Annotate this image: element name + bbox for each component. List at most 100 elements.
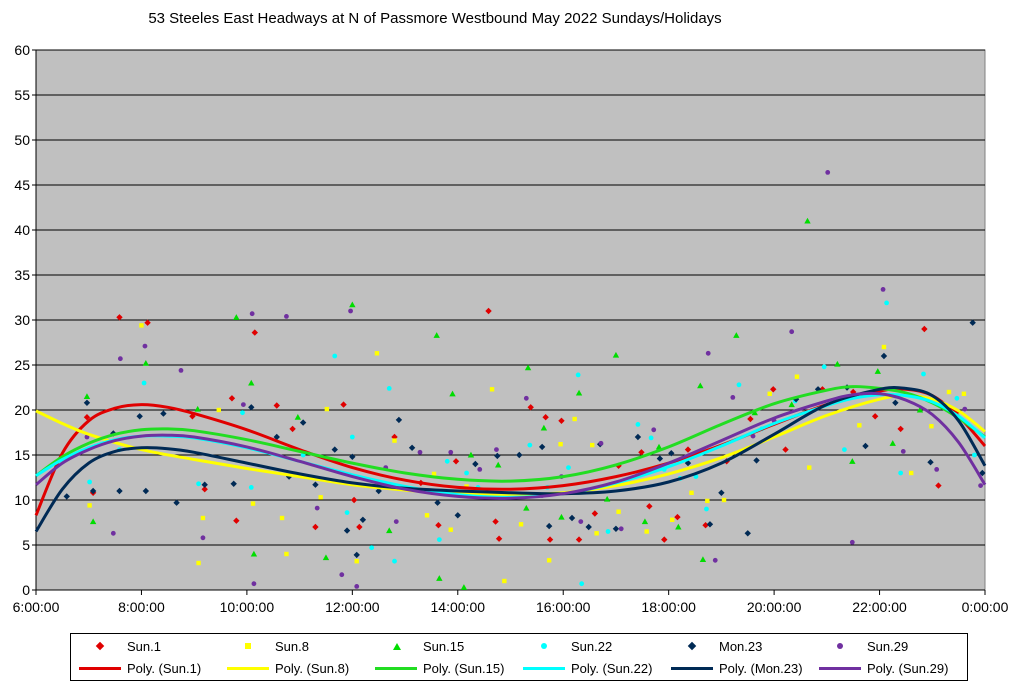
data-point	[591, 510, 599, 517]
chart-plot: 0 5 10 15 20 25 30 35 40 45 50 55 60 6:00:00 8:00:00 10…	[13, 42, 1009, 615]
data-point	[705, 498, 710, 504]
x-tick-label: 20:00:00	[747, 599, 802, 615]
data-point	[142, 360, 150, 366]
data-point	[248, 485, 254, 490]
data-point	[448, 527, 453, 532]
legend-label: Sun.22	[571, 638, 613, 654]
data-point	[312, 523, 319, 531]
data-point	[350, 496, 358, 504]
data-point	[494, 461, 502, 468]
legend-label: Sun.15	[423, 638, 465, 654]
data-point	[733, 332, 740, 338]
data-point	[689, 490, 694, 495]
legend-key	[817, 659, 863, 677]
data-point	[675, 523, 682, 530]
legend-key	[669, 659, 715, 677]
data-point	[495, 535, 503, 542]
data-point	[961, 391, 967, 396]
data-point	[324, 406, 330, 412]
data-point	[889, 440, 896, 446]
data-point	[566, 465, 571, 470]
data-point	[892, 399, 899, 406]
data-point	[216, 407, 221, 413]
data-point	[697, 382, 704, 389]
data-point	[751, 409, 758, 416]
data-point	[340, 401, 347, 408]
y-tick-label: 15	[14, 447, 30, 463]
legend-key	[77, 637, 123, 655]
legend-key	[225, 659, 271, 677]
data-point	[648, 435, 654, 441]
trendline	[34, 385, 987, 533]
data-point	[753, 457, 760, 464]
data-point	[603, 495, 611, 502]
data-point	[314, 505, 320, 511]
data-point	[452, 458, 460, 465]
data-point	[927, 459, 934, 466]
legend-marker-entry: Mon.23	[669, 637, 762, 655]
x-tick-label: 16:00:00	[536, 599, 591, 615]
data-point	[979, 469, 986, 477]
data-point	[881, 344, 887, 350]
data-point	[921, 325, 928, 333]
y-tick-label: 5	[22, 537, 30, 553]
data-point	[897, 425, 904, 433]
x-tick-label: 10:00:00	[220, 599, 275, 615]
data-point	[289, 425, 296, 433]
data-point	[849, 539, 855, 545]
data-point	[702, 522, 709, 529]
data-point	[540, 424, 548, 431]
legend-marker-entry: Sun.29	[817, 637, 908, 655]
data-point	[417, 449, 423, 455]
data-point	[929, 424, 934, 429]
data-point	[575, 536, 583, 543]
data-point	[349, 434, 355, 440]
legend-marker-entry: Sun.15	[373, 637, 464, 655]
data-point	[332, 353, 338, 359]
data-point	[857, 423, 862, 428]
data-point	[575, 372, 581, 378]
data-point	[142, 343, 148, 349]
x-tick-label: 6:00:00	[13, 599, 60, 615]
legend-line-entry: Poly. (Sun.22)	[521, 659, 652, 677]
data-point	[546, 558, 552, 563]
data-point	[392, 438, 397, 443]
data-point	[750, 433, 756, 439]
data-point	[84, 434, 90, 440]
data-point	[849, 458, 856, 464]
data-point	[545, 522, 553, 530]
data-point	[87, 479, 93, 485]
data-point	[789, 329, 795, 335]
data-point	[655, 443, 663, 450]
data-point	[284, 314, 289, 319]
legend-label: Poly. (Sun.29)	[867, 660, 949, 676]
data-point	[249, 311, 255, 317]
y-tick-label: 30	[14, 312, 30, 328]
data-point	[568, 514, 576, 522]
data-point	[485, 307, 492, 315]
chart-legend: Sun.1 Sun.8 Sun.15 Sun.22 Mon.23 Sun.29 Poly. …	[70, 633, 968, 681]
data-point	[136, 413, 143, 420]
data-point	[139, 323, 144, 328]
data-point	[201, 481, 208, 488]
y-tick-label: 35	[14, 267, 30, 283]
data-point	[770, 386, 777, 393]
data-point	[312, 481, 319, 488]
data-point	[908, 470, 914, 476]
data-point	[523, 504, 530, 511]
data-point	[89, 518, 97, 525]
data-point	[661, 536, 668, 543]
data-point	[331, 446, 338, 453]
data-point	[684, 459, 692, 467]
data-point	[354, 559, 359, 564]
data-point	[83, 399, 91, 406]
data-point	[110, 530, 116, 536]
data-point	[935, 482, 942, 489]
data-point	[299, 419, 307, 426]
data-point	[921, 371, 926, 377]
legend-key	[225, 637, 271, 655]
data-point	[201, 486, 208, 493]
data-point	[668, 450, 675, 457]
data-point	[344, 510, 350, 515]
data-point	[424, 513, 430, 518]
